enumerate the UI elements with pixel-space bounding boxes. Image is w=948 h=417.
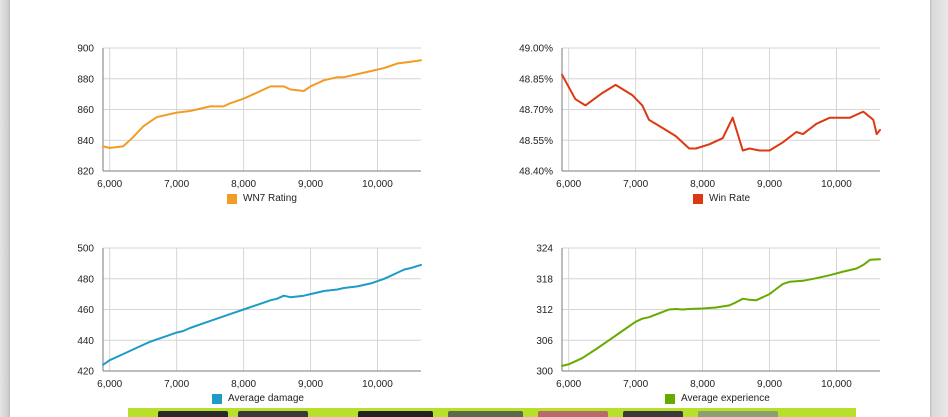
series-line — [102, 263, 422, 366]
legend-swatch — [693, 193, 703, 204]
average-damage-plot: 420 440 460 480 500 6,000 7,000 8,000 9,000 10,00… — [77, 244, 422, 390]
y-tick-label: 880 — [77, 74, 94, 85]
y-tick-label: 324 — [536, 244, 553, 255]
y-tick-label: 460 — [77, 305, 94, 316]
wn7-rating-plot: 820 840 860 880 900 6,000 7,000 8,000 9,000 10,00… — [77, 44, 422, 190]
y-tick-label: 48.70% — [519, 105, 553, 116]
series-line — [102, 59, 422, 149]
average-experience-chart: 300 306 312 318 324 6,000 7,000 8,000 9,000 10,00… — [511, 238, 881, 413]
y-tick-label: 840 — [77, 136, 94, 147]
average-damage-legend: Average damage — [212, 393, 304, 404]
thumbnail[interactable] — [358, 411, 433, 417]
x-tick-label: 9,000 — [298, 179, 323, 190]
y-tick-label: 900 — [77, 44, 94, 55]
legend-swatch — [227, 193, 237, 204]
x-tick-label: 6,000 — [97, 179, 122, 190]
y-tick-label: 48.40% — [519, 167, 553, 178]
window-right-edge — [930, 0, 948, 417]
thumbnail-strip[interactable] — [128, 408, 856, 417]
thumbnail[interactable] — [238, 411, 308, 417]
window-left-edge — [0, 0, 10, 417]
legend-swatch — [665, 393, 675, 404]
average-damage-chart: 420 440 460 480 500 6,000 7,000 8,000 9,000 10,00… — [60, 238, 422, 413]
x-tick-label: 10,000 — [821, 379, 852, 390]
y-tick-label: 500 — [77, 244, 94, 255]
y-tick-label: 306 — [536, 336, 553, 347]
y-tick-label: 49.00% — [519, 44, 553, 55]
x-tick-label: 10,000 — [821, 179, 852, 190]
thumbnail[interactable] — [158, 411, 228, 417]
y-tick-label: 820 — [77, 167, 94, 178]
thumbnail[interactable] — [698, 411, 778, 417]
x-tick-label: 6,000 — [556, 179, 581, 190]
legend-swatch — [212, 393, 222, 404]
win-rate-chart: 48.40% 48.55% 48.70% 48.85% 49.00% 6,000 7,000… — [511, 38, 881, 213]
y-tick-label: 420 — [77, 367, 94, 378]
x-tick-label: 7,000 — [164, 179, 189, 190]
x-tick-label: 9,000 — [298, 379, 323, 390]
thumbnail[interactable] — [623, 411, 683, 417]
y-tick-label: 318 — [536, 274, 553, 285]
x-tick-label: 8,000 — [231, 379, 256, 390]
x-tick-label: 9,000 — [757, 379, 782, 390]
average-experience-plot: 300 306 312 318 324 6,000 7,000 8,000 9,000 10,00… — [536, 244, 881, 390]
legend-label: Average experience — [681, 393, 770, 404]
average-experience-legend: Average experience — [665, 393, 770, 404]
y-tick-label: 312 — [536, 305, 553, 316]
x-tick-label: 6,000 — [97, 379, 122, 390]
x-tick-label: 6,000 — [556, 379, 581, 390]
y-tick-label: 440 — [77, 336, 94, 347]
wn7-rating-chart: 820 840 860 880 900 6,000 7,000 8,000 9,000 10,00… — [60, 38, 422, 213]
win-rate-plot: 48.40% 48.55% 48.70% 48.85% 49.00% 6,000 7,000… — [519, 44, 881, 190]
x-tick-label: 7,000 — [623, 379, 648, 390]
x-tick-label: 7,000 — [164, 379, 189, 390]
y-tick-label: 480 — [77, 274, 94, 285]
x-tick-label: 9,000 — [757, 179, 782, 190]
wn7-rating-legend: WN7 Rating — [227, 193, 297, 204]
x-tick-label: 7,000 — [623, 179, 648, 190]
x-tick-label: 10,000 — [362, 179, 393, 190]
y-tick-label: 48.55% — [519, 136, 553, 147]
win-rate-legend: Win Rate — [693, 193, 750, 204]
y-tick-label: 300 — [536, 367, 553, 378]
y-tick-label: 860 — [77, 105, 94, 116]
x-tick-label: 8,000 — [690, 179, 715, 190]
series-line — [561, 73, 881, 152]
thumbnail[interactable] — [538, 411, 608, 417]
legend-label: Average damage — [228, 393, 304, 404]
y-tick-label: 48.85% — [519, 74, 553, 85]
series-line — [561, 258, 881, 367]
legend-label: WN7 Rating — [243, 193, 297, 204]
x-tick-label: 8,000 — [231, 179, 256, 190]
thumbnail[interactable] — [448, 411, 523, 417]
legend-label: Win Rate — [709, 193, 751, 204]
x-tick-label: 8,000 — [690, 379, 715, 390]
x-tick-label: 10,000 — [362, 379, 393, 390]
